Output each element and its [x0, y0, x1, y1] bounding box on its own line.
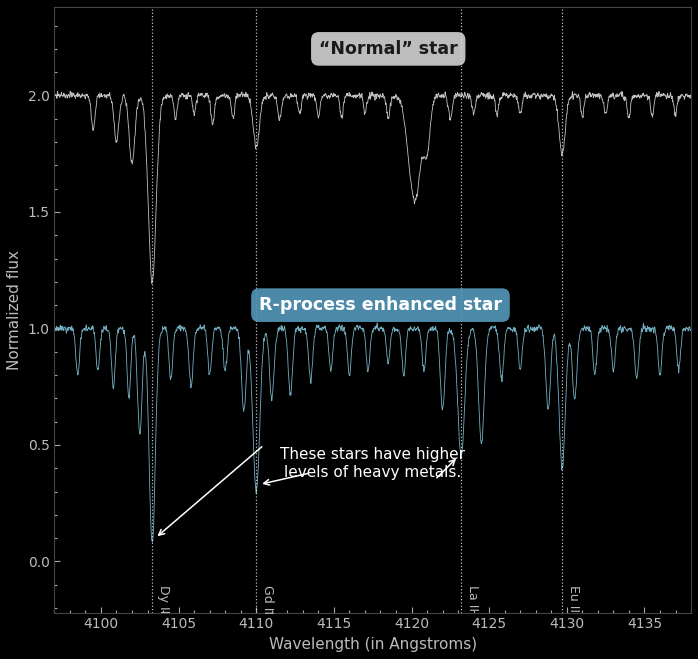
- Text: Eu II: Eu II: [567, 585, 580, 612]
- Text: Dy II: Dy II: [157, 585, 170, 613]
- Text: La II: La II: [466, 585, 479, 611]
- X-axis label: Wavelength (in Angstroms): Wavelength (in Angstroms): [269, 637, 477, 652]
- Text: Gd II: Gd II: [261, 585, 274, 614]
- Text: “Normal” star: “Normal” star: [319, 40, 458, 58]
- Text: These stars have higher
levels of heavy metals.: These stars have higher levels of heavy …: [280, 447, 465, 480]
- Y-axis label: Normalized flux: Normalized flux: [7, 250, 22, 370]
- Text: R-process enhanced star: R-process enhanced star: [259, 296, 502, 314]
